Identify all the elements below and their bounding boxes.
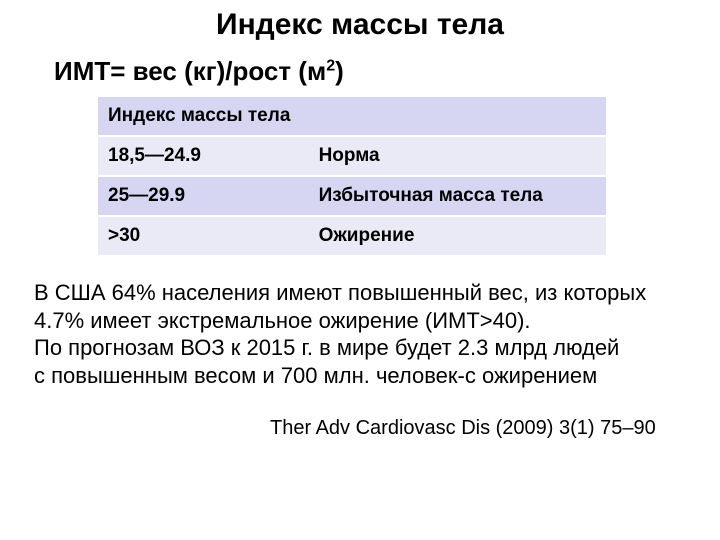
cell-label: Ожирение — [309, 216, 606, 255]
body-line: В США 64% населения имеют повышенный вес… — [34, 280, 646, 305]
page-title: Индекс массы тела — [0, 0, 720, 42]
body-line: По прогнозам ВОЗ к 2015 г. в мире будет … — [34, 335, 619, 360]
table-row: 18,5—24.9 Норма — [98, 136, 606, 176]
cell-range: 18,5—24.9 — [98, 136, 309, 176]
cell-range: >30 — [98, 216, 309, 255]
bmi-table: Индекс массы тела 18,5—24.9 Норма 25—29.… — [98, 97, 606, 255]
table-header: Индекс массы тела — [98, 97, 606, 136]
cell-label: Избыточная масса тела — [309, 176, 606, 216]
bmi-table-wrap: Индекс массы тела 18,5—24.9 Норма 25—29.… — [0, 97, 720, 255]
cell-range: 25—29.9 — [98, 176, 309, 216]
formula: ИМТ= вес (кг)/рост (м2) — [0, 42, 720, 97]
formula-sup: 2 — [326, 57, 335, 74]
table-row: >30 Ожирение — [98, 216, 606, 255]
body-line: 4.7% имеет экстремальное ожирение (ИМТ>4… — [34, 308, 531, 333]
body-line: с повышенным весом и 700 млн. человек-с … — [34, 363, 597, 388]
citation: Ther Adv Cardiovasc Dis (2009) 3(1) 75–9… — [0, 389, 720, 440]
table-header-row: Индекс массы тела — [98, 97, 606, 136]
formula-prefix: ИМТ= вес (кг)/рост (м — [54, 56, 326, 86]
body-text: В США 64% населения имеют повышенный вес… — [0, 255, 720, 389]
formula-suffix: ) — [335, 56, 344, 86]
slide: Индекс массы тела ИМТ= вес (кг)/рост (м2… — [0, 0, 720, 540]
table-row: 25—29.9 Избыточная масса тела — [98, 176, 606, 216]
cell-label: Норма — [309, 136, 606, 176]
